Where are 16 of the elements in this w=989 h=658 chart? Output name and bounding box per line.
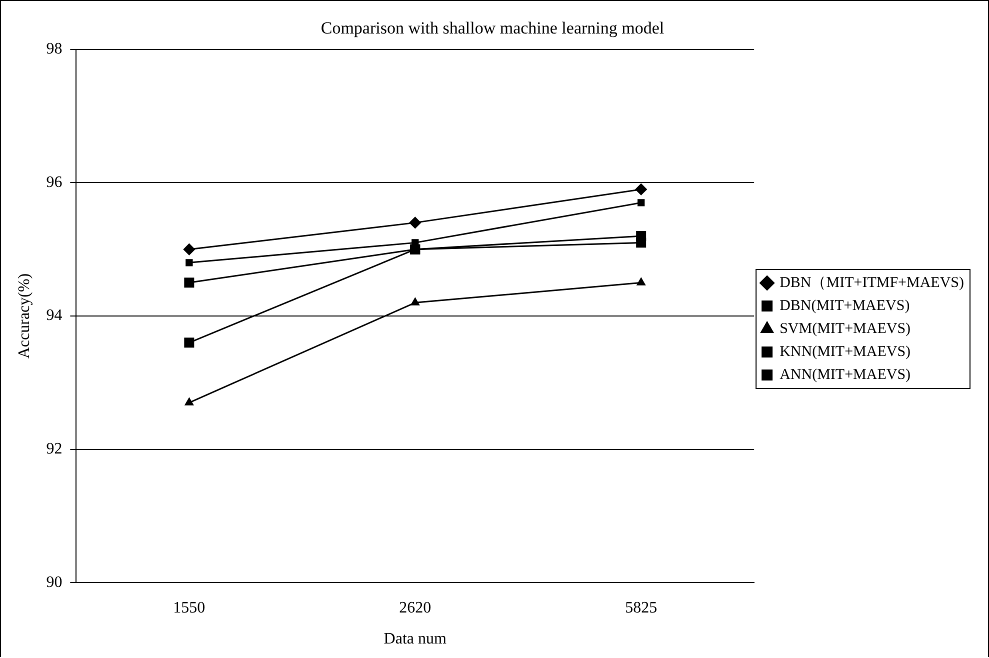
y-tick-label: 92 (46, 440, 62, 458)
chart-title: Comparison with shallow machine learning model (320, 18, 664, 38)
x-tick-label: 5825 (625, 599, 658, 616)
y-tick-label: 90 (46, 574, 62, 591)
y-tick-label: 98 (46, 40, 62, 58)
x-tick-label: 1550 (173, 599, 206, 616)
legend-label: SVM(MIT+MAEVS) (780, 320, 911, 337)
legend-label: KNN(MIT+MAEVS) (780, 344, 911, 360)
y-tick-label: 94 (46, 307, 62, 324)
legend-label: ANN(MIT+MAEVS) (780, 366, 911, 383)
legend-label: DBN(MIT+MAEVS) (780, 298, 910, 314)
y-tick-label: 96 (46, 174, 62, 191)
y-axis-title: Accuracy(%) (16, 273, 33, 359)
x-tick-label: 2620 (399, 599, 432, 616)
legend-label: DBN（MIT+ITMF+MAEVS) (780, 274, 964, 291)
x-axis-title: Data num (384, 630, 448, 648)
